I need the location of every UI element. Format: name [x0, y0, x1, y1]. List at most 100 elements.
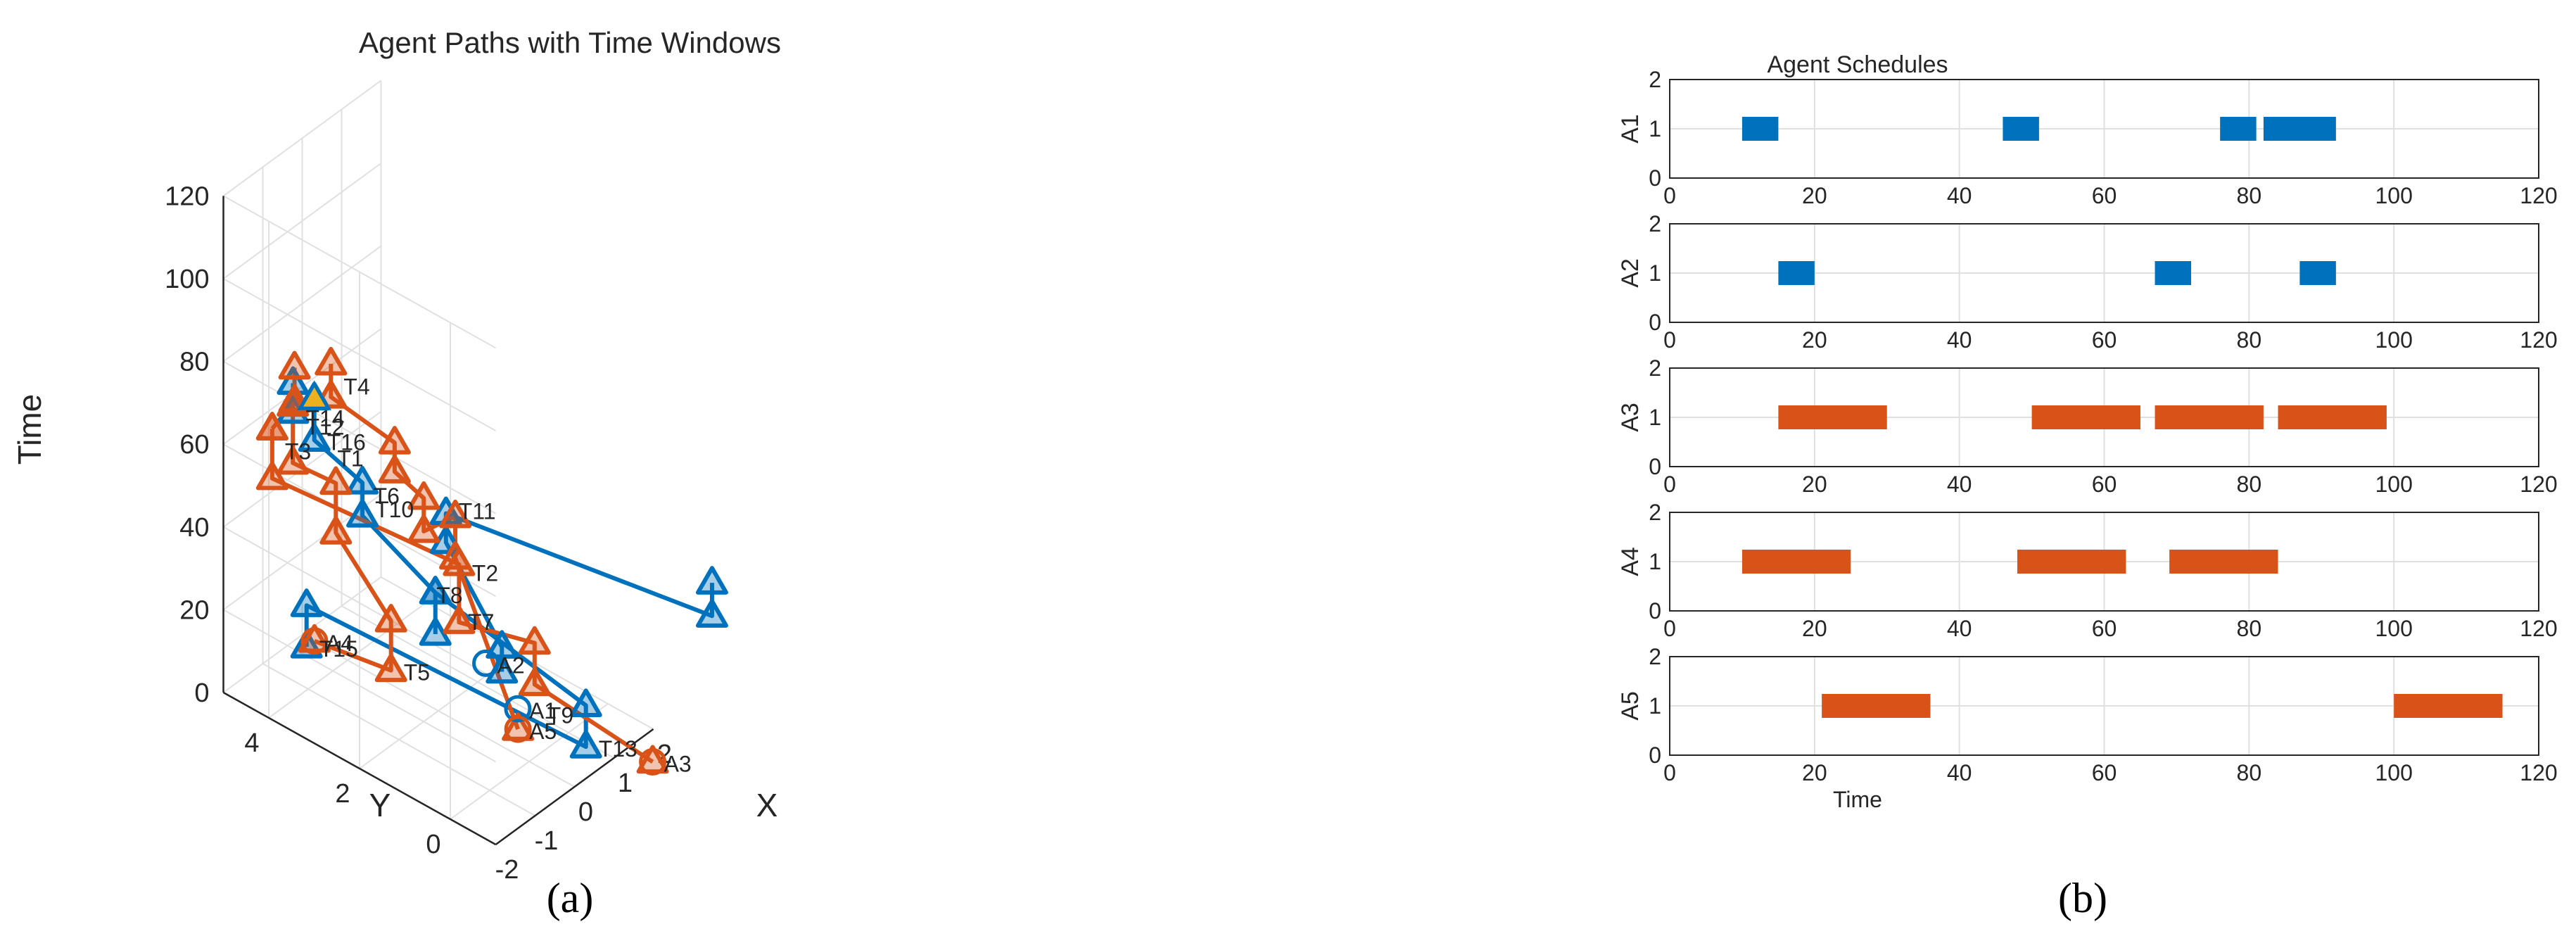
task-label: T15 — [319, 636, 358, 662]
y-tick-label: 0 — [1649, 165, 1661, 191]
chart-a-gridlines — [222, 80, 654, 845]
task-label: T1 — [337, 446, 363, 472]
task-label: T6 — [374, 484, 400, 509]
y-tick-label: 2 — [1649, 355, 1661, 381]
gold-marker — [297, 380, 332, 410]
x-axis-line — [495, 728, 654, 846]
x-tick-label: 100 — [2375, 616, 2412, 641]
x-tick-label: 0 — [1663, 472, 1676, 497]
schedule-bar — [2017, 550, 2126, 574]
x-tick-label: 0 — [1663, 183, 1676, 208]
task-label: T4 — [343, 374, 369, 399]
y-axis-line — [222, 691, 497, 846]
x-tick-label: 80 — [2237, 327, 2262, 353]
x-tick-label: -1 — [535, 826, 559, 856]
schedule-bar — [2155, 261, 2191, 285]
triangle-marker — [346, 499, 379, 528]
plot-border — [1669, 79, 2539, 179]
triangle-marker — [378, 426, 411, 455]
x-tick-label: 40 — [1947, 327, 1972, 353]
x-tick-label: 60 — [2092, 760, 2117, 785]
x-tick-label: 80 — [2237, 760, 2262, 785]
x-tick-label: 80 — [2237, 616, 2262, 641]
y-tick-label: 1 — [1649, 116, 1661, 141]
task-label: T3 — [285, 439, 311, 464]
row-label: A3 — [1617, 403, 1644, 432]
y-tick-label: 0 — [1649, 454, 1661, 479]
x-tick-label: 0 — [1663, 760, 1676, 785]
triangle-marker — [636, 745, 669, 774]
row-label: A5 — [1617, 691, 1644, 721]
row-label: A2 — [1617, 258, 1644, 288]
x-tick-label: 60 — [2092, 327, 2117, 353]
y-tick-label: 0 — [426, 830, 440, 859]
triangle-marker — [439, 541, 472, 570]
task-label: T8 — [436, 583, 462, 608]
y-tick-label: 0 — [1649, 598, 1661, 624]
grid-line — [450, 703, 609, 820]
task-label: T12 — [305, 414, 344, 439]
agent-start-circle — [639, 747, 667, 776]
y-tick-label: 2 — [1649, 500, 1661, 525]
plot-border — [1669, 512, 2539, 612]
task-label: T11 — [459, 499, 496, 524]
task-label: T10 — [375, 497, 414, 522]
agent-label: A1 — [529, 698, 557, 723]
triangle-marker — [298, 423, 331, 452]
x-tick-label: 120 — [2520, 183, 2557, 208]
x-tick-label: 100 — [2375, 760, 2412, 785]
x-tick-label: 120 — [2520, 472, 2557, 497]
triangle-marker — [407, 481, 440, 510]
chart-a-markers — [255, 346, 728, 776]
x-tick-label: 40 — [1947, 760, 1972, 785]
triangle-marker — [374, 603, 407, 633]
z-tick-label: 80 — [179, 348, 209, 377]
y-tick-label: 1 — [1649, 405, 1661, 430]
triangle-marker — [695, 566, 728, 595]
triangle-marker — [315, 346, 348, 376]
agent-start-circle — [300, 627, 329, 655]
triangle-marker — [502, 712, 535, 741]
x-tick-label: 40 — [1947, 183, 1972, 208]
schedule-bar — [2263, 117, 2336, 141]
x-tick-label: 20 — [1802, 760, 1827, 785]
y-tick-label: 2 — [335, 779, 350, 809]
grid-line — [223, 609, 496, 763]
agent-label: A4 — [326, 631, 353, 656]
triangle-marker — [277, 445, 310, 475]
schedule-bar — [2169, 550, 2278, 574]
agent-start-circle — [504, 695, 532, 723]
x-tick-label: 60 — [2092, 183, 2117, 208]
x-tick-label: 20 — [1802, 183, 1827, 208]
chart-a-xlabel: X — [756, 787, 778, 823]
agent-label: A3 — [664, 751, 692, 776]
agent-path — [291, 405, 393, 673]
y-tick-label: 2 — [1649, 644, 1661, 669]
x-tick-label: 100 — [2375, 472, 2412, 497]
task-label: T16 — [327, 429, 366, 455]
task-label: T5 — [404, 660, 430, 685]
x-tick-label: 120 — [2520, 760, 2557, 785]
chart-b-title: Agent Schedules — [1767, 51, 1948, 78]
y-tick-label: 4 — [244, 728, 259, 758]
z-tick-label: 100 — [165, 265, 209, 294]
y-tick-label: 2 — [1649, 211, 1661, 236]
agent-path — [443, 511, 714, 672]
schedule-bar — [2155, 405, 2264, 429]
triangle-marker — [695, 599, 728, 628]
y-tick-label: 1 — [1649, 693, 1661, 719]
triangle-marker — [486, 630, 519, 659]
schedule-bar — [1741, 117, 1779, 141]
triangle-marker — [419, 576, 452, 605]
triangle-marker — [278, 350, 311, 380]
triangle-marker — [518, 626, 551, 655]
caption-a: (a) — [547, 875, 594, 921]
triangle-marker — [290, 588, 323, 617]
triangle-marker — [569, 688, 602, 717]
